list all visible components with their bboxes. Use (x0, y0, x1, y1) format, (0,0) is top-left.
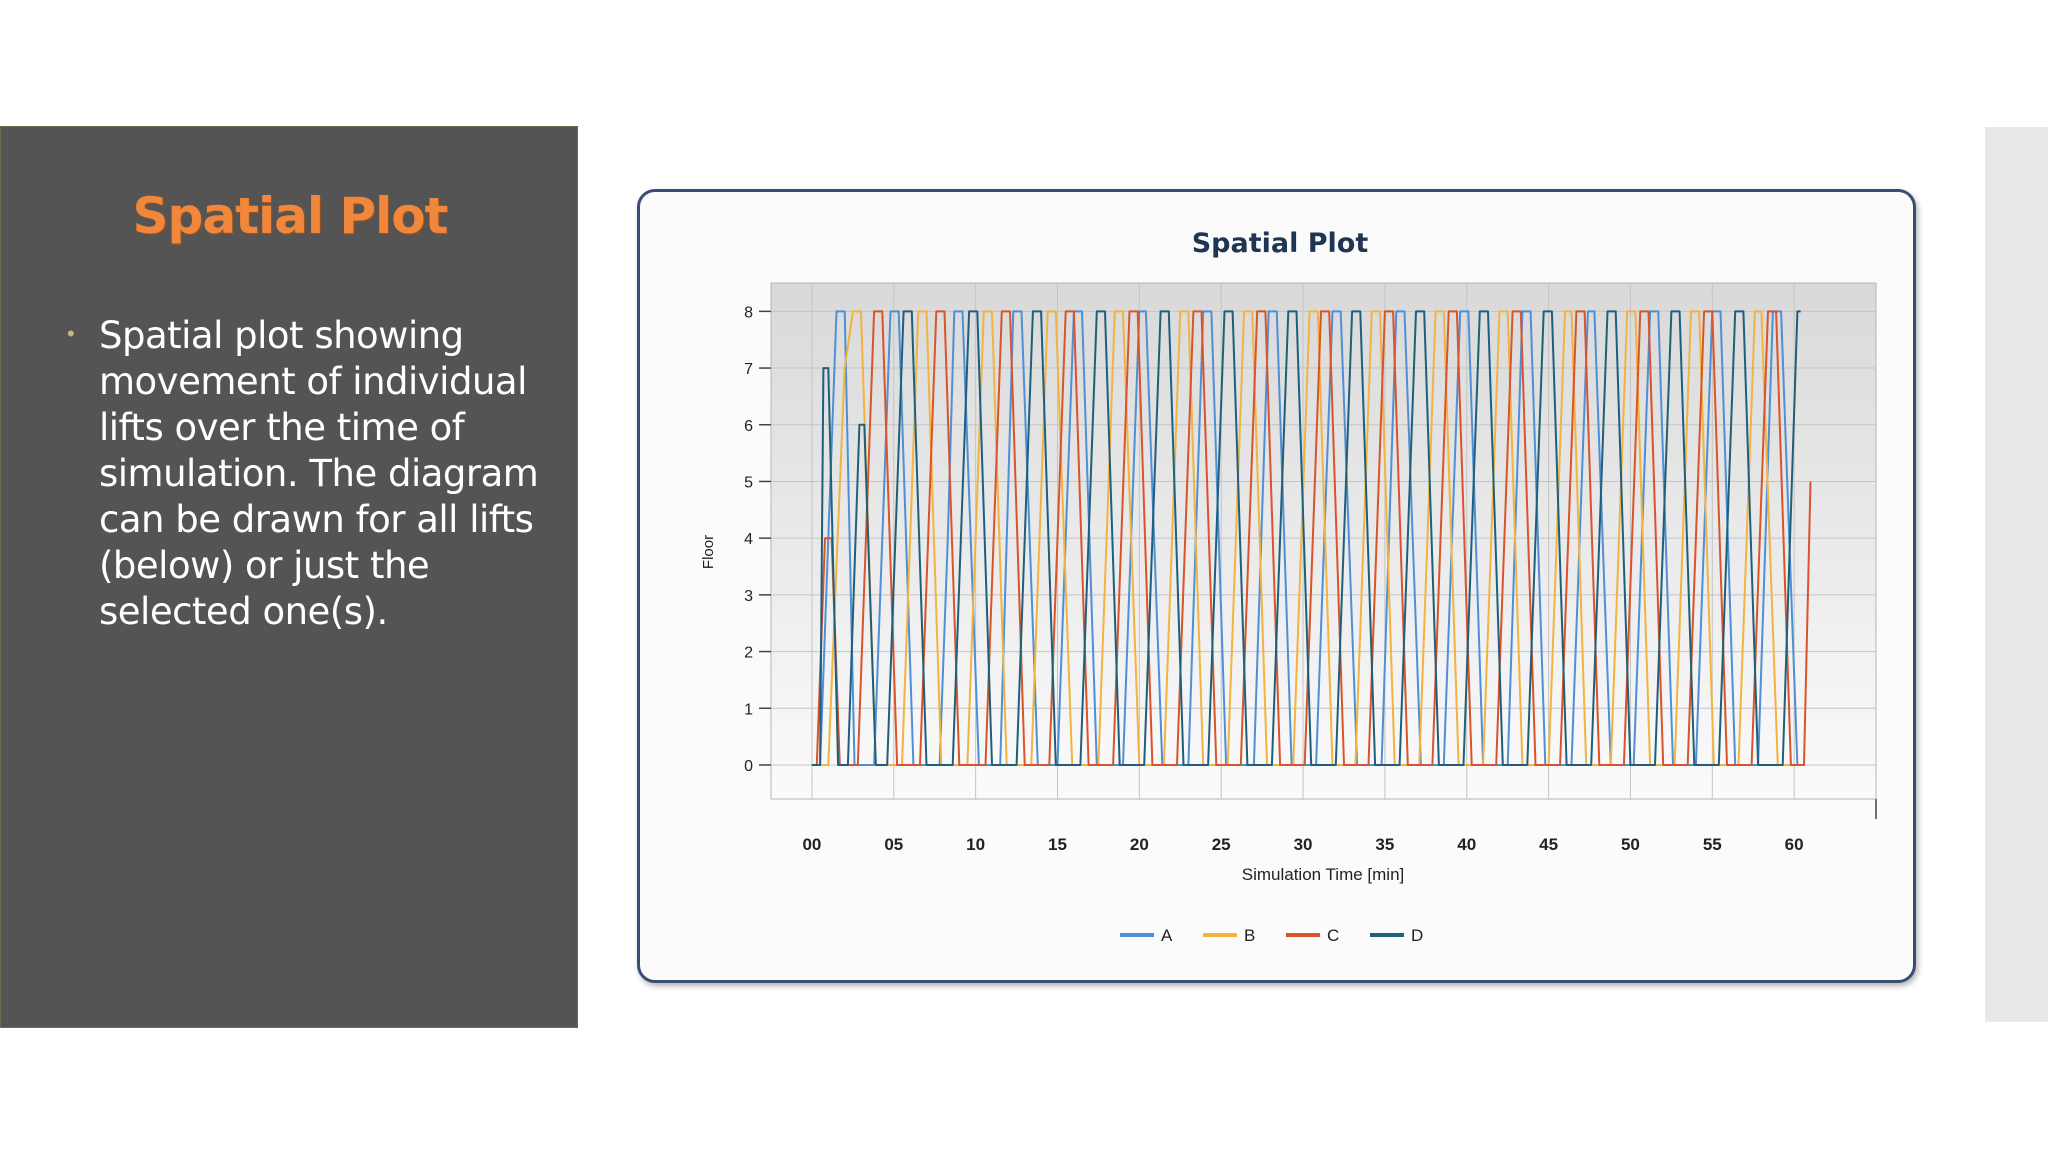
legend-label-a: A (1161, 926, 1173, 945)
x-tick-label: 15 (1048, 835, 1067, 854)
x-axis-label: Simulation Time [min] (1242, 865, 1405, 884)
x-tick-label: 50 (1621, 835, 1640, 854)
x-tick-label: 60 (1785, 835, 1804, 854)
x-tick-label: 35 (1375, 835, 1394, 854)
legend-label-c: C (1327, 926, 1339, 945)
x-tick-label: 10 (966, 835, 985, 854)
x-tick-label: 45 (1539, 835, 1558, 854)
x-tick-label: 30 (1294, 835, 1313, 854)
chart-frame: Spatial Plot 0 1 2 3 4 5 6 7 8 00 05 10 15 20 25 30 35 40… (637, 189, 1916, 983)
y-axis-label: Floor (700, 535, 717, 569)
legend: A B C D (1120, 926, 1423, 945)
chart-title: Spatial Plot (1192, 228, 1369, 259)
side-strip (1985, 127, 2048, 1022)
x-tick-label: 00 (802, 835, 821, 854)
x-tick-label: 25 (1212, 835, 1231, 854)
x-tick-label: 05 (884, 835, 903, 854)
y-tick-label: 5 (744, 474, 753, 491)
y-tick-label: 6 (744, 418, 753, 435)
series-line-d (811, 310, 1801, 766)
series-line-c (811, 310, 1812, 766)
y-tick-label: 7 (744, 361, 753, 378)
y-tick-label: 1 (744, 701, 753, 718)
series-line-b (811, 310, 1803, 766)
y-tick-label: 3 (744, 588, 753, 605)
legend-label-b: B (1244, 926, 1255, 945)
y-tick-label: 0 (744, 758, 753, 775)
legend-label-d: D (1411, 926, 1423, 945)
title-panel: Spatial Plot • Spatial plot showing move… (0, 126, 578, 1028)
y-tick-label: 2 (744, 645, 753, 662)
bullet-text: Spatial plot showing movement of individ… (99, 314, 539, 633)
x-tick-label: 55 (1703, 835, 1722, 854)
slide-title: Spatial Plot (132, 187, 449, 245)
x-tick-label: 20 (1130, 835, 1149, 854)
x-tick-label: 40 (1457, 835, 1476, 854)
y-tick-label: 4 (744, 531, 753, 548)
bullet-dot-icon: • (67, 321, 75, 346)
y-tick-label: 8 (744, 304, 753, 321)
